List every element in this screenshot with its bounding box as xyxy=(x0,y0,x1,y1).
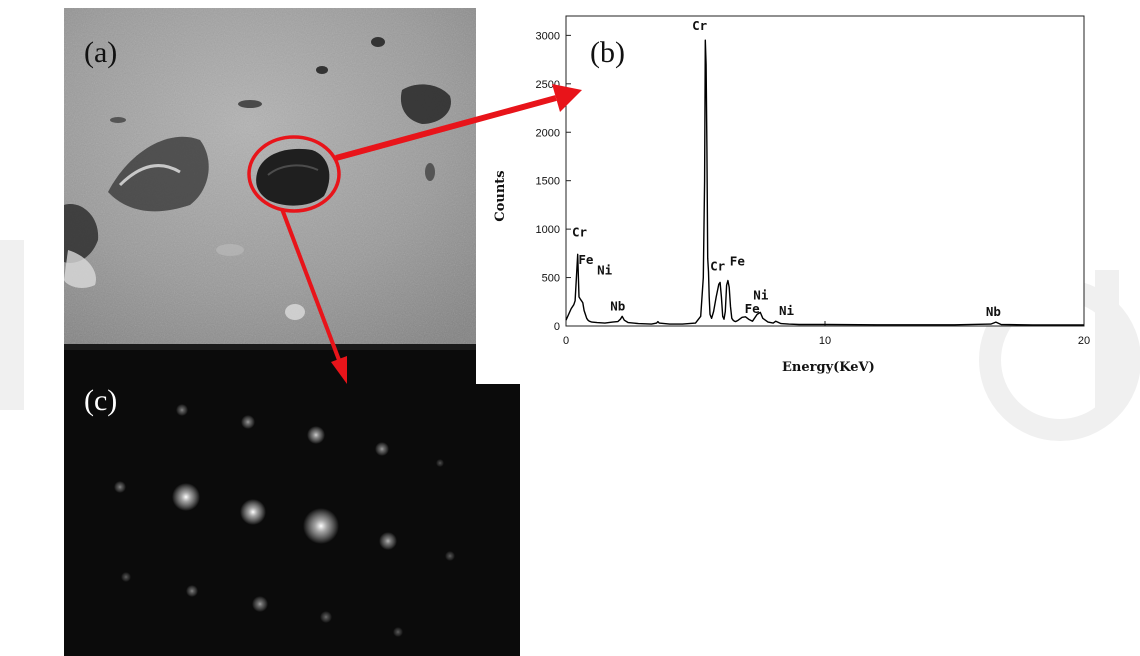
panel-a-sem-image xyxy=(64,8,476,352)
y-tick-label: 1000 xyxy=(536,224,560,236)
peak-label-ni: Ni xyxy=(779,303,795,318)
peak-label-nb: Nb xyxy=(986,304,1001,319)
y-tick-label: 0 xyxy=(554,321,560,333)
panel-c-label: (c) xyxy=(84,384,117,417)
spectrum-line xyxy=(565,39,1084,326)
peak-label-cr: Cr xyxy=(572,224,588,239)
peak-label-nb: Nb xyxy=(610,298,625,313)
peak-label-fe: Fe xyxy=(578,252,594,267)
panel-a-label: (a) xyxy=(84,36,117,69)
x-axis-title: Energy(KeV) xyxy=(782,360,875,375)
y-tick-label: 2000 xyxy=(536,127,560,139)
arrow-head-to-diffraction xyxy=(331,356,347,384)
x-tick-label: 10 xyxy=(819,335,831,347)
y-tick-label: 500 xyxy=(542,273,560,285)
y-tick-label: 1500 xyxy=(536,176,560,188)
panel-c-diffraction-pattern xyxy=(64,344,520,656)
arrow-head-to-spectrum xyxy=(552,84,582,112)
chart-frame xyxy=(565,15,1085,327)
x-tick-label: 0 xyxy=(563,335,569,347)
peak-label-ni: Ni xyxy=(753,287,769,302)
panel-b-label: (b) xyxy=(590,36,625,69)
x-tick-label: 20 xyxy=(1078,335,1090,347)
y-tick-label: 3000 xyxy=(536,30,560,42)
y-axis-title: Counts xyxy=(493,170,508,221)
peak-label-cr: Cr xyxy=(710,258,726,273)
peak-label-ni: Ni xyxy=(597,263,613,278)
highlight-circle xyxy=(247,135,341,213)
annotation-arrows xyxy=(247,84,582,384)
peak-label-fe: Fe xyxy=(745,301,761,316)
peak-label-cr: Cr xyxy=(692,18,708,33)
peak-label-fe: Fe xyxy=(730,254,746,269)
